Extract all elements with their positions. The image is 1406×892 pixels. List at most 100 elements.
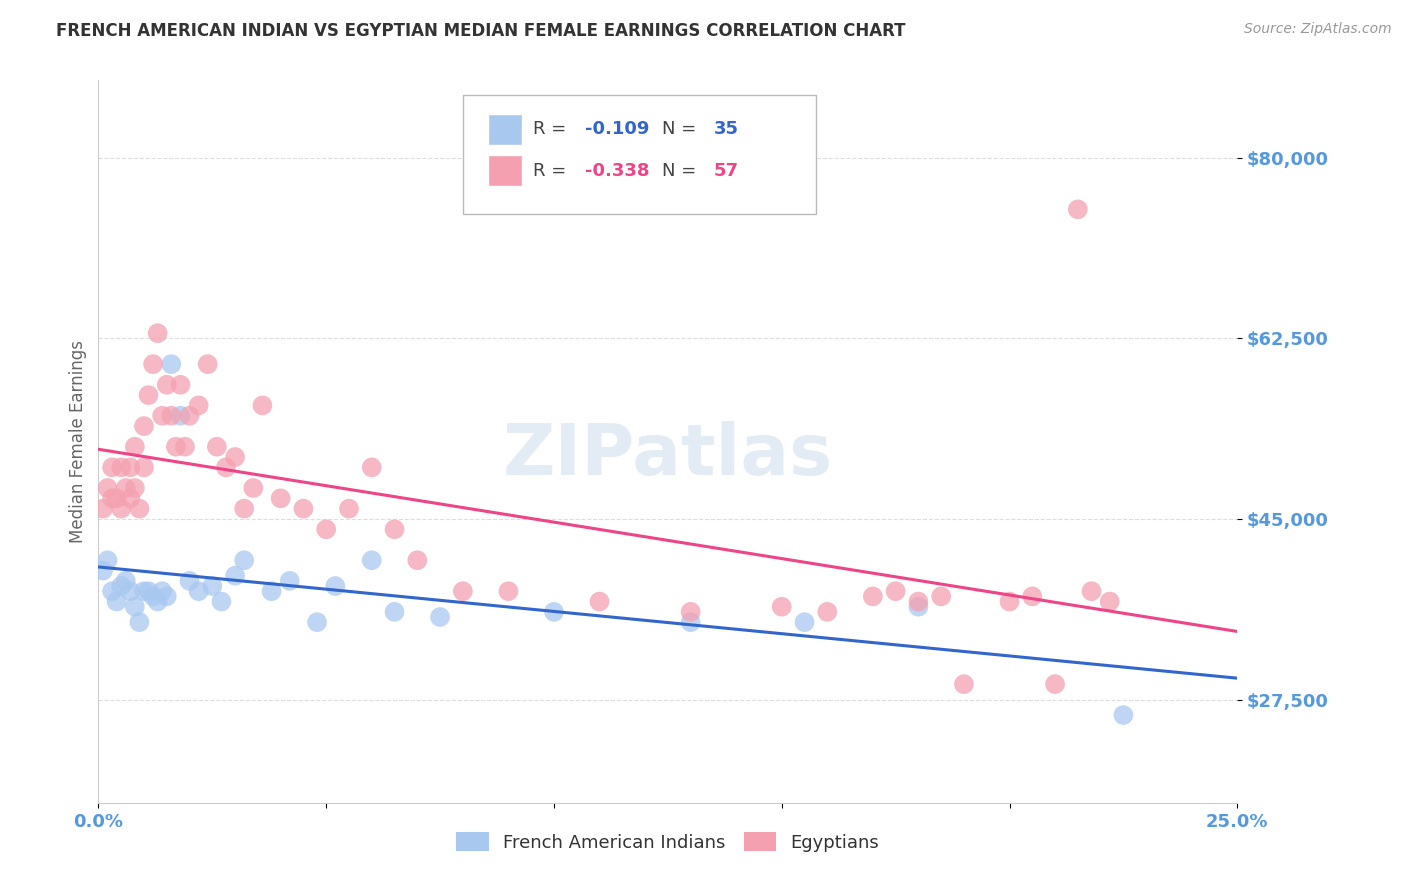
Point (96, 553, 118, 567)
Point (315, 522, 337, 536)
Point (543, 605, 565, 619)
Point (101, 584, 124, 599)
Point (224, 568, 246, 582)
Point (105, 594, 128, 608)
Point (187, 398, 209, 412)
Point (406, 553, 429, 567)
Point (101, 460, 124, 475)
Text: ZIPatlas: ZIPatlas (503, 422, 832, 491)
Point (197, 357, 219, 371)
Point (96, 481, 118, 495)
Point (862, 590, 884, 604)
Point (169, 377, 191, 392)
Point (91, 501, 114, 516)
Point (128, 615, 150, 630)
Point (679, 615, 702, 630)
Point (179, 574, 201, 588)
Point (110, 501, 132, 516)
Point (132, 460, 155, 475)
Point (884, 584, 907, 599)
Text: FRENCH AMERICAN INDIAN VS EGYPTIAN MEDIAN FEMALE EARNINGS CORRELATION CHART: FRENCH AMERICAN INDIAN VS EGYPTIAN MEDIA… (56, 22, 905, 40)
Point (770, 599, 793, 614)
Point (815, 605, 838, 619)
Point (146, 594, 169, 608)
Point (260, 584, 283, 599)
Point (233, 501, 256, 516)
Point (270, 491, 292, 506)
Text: 35: 35 (713, 120, 738, 138)
Text: Source: ZipAtlas.com: Source: ZipAtlas.com (1244, 22, 1392, 37)
Point (124, 481, 146, 495)
FancyBboxPatch shape (488, 113, 522, 145)
Text: R =: R = (533, 120, 572, 138)
Point (138, 584, 160, 599)
Y-axis label: Median Female Earnings: Median Female Earnings (69, 340, 87, 543)
Point (169, 409, 191, 423)
Point (242, 481, 264, 495)
Point (120, 491, 142, 506)
Point (323, 579, 346, 593)
Point (156, 590, 179, 604)
FancyBboxPatch shape (488, 154, 522, 186)
Point (160, 357, 183, 371)
Point (337, 501, 360, 516)
Point (451, 584, 474, 599)
Text: -0.338: -0.338 (585, 161, 650, 179)
Point (429, 610, 451, 624)
Point (142, 357, 165, 371)
Point (588, 594, 610, 608)
Point (174, 440, 197, 454)
Point (292, 501, 315, 516)
Point (907, 599, 929, 614)
Point (384, 605, 406, 619)
Text: R =: R = (533, 161, 572, 179)
Point (384, 522, 406, 536)
Point (114, 481, 136, 495)
Point (1043, 677, 1066, 691)
Point (187, 584, 209, 599)
Text: N =: N = (662, 120, 702, 138)
Point (360, 460, 382, 475)
Point (160, 409, 183, 423)
Point (205, 440, 228, 454)
Point (128, 501, 150, 516)
Point (156, 377, 179, 392)
Point (233, 553, 256, 567)
Point (1080, 584, 1102, 599)
Point (114, 574, 136, 588)
Point (498, 584, 520, 599)
Point (201, 579, 224, 593)
Point (120, 460, 142, 475)
Point (150, 584, 173, 599)
Legend: French American Indians, Egyptians: French American Indians, Egyptians (449, 825, 887, 859)
Point (209, 594, 232, 608)
Point (124, 440, 146, 454)
Text: 57: 57 (713, 161, 738, 179)
Point (179, 409, 201, 423)
Point (224, 450, 246, 464)
Point (138, 388, 160, 402)
Point (252, 398, 274, 412)
Point (165, 440, 187, 454)
Point (1112, 708, 1135, 723)
Point (1021, 590, 1043, 604)
Point (146, 326, 169, 341)
Point (124, 599, 146, 614)
Point (793, 615, 815, 630)
Point (91, 564, 114, 578)
Point (215, 460, 238, 475)
Point (132, 584, 155, 599)
Point (278, 574, 301, 588)
Point (132, 419, 155, 434)
Point (360, 553, 382, 567)
Point (120, 584, 142, 599)
Point (998, 594, 1021, 608)
Point (679, 605, 702, 619)
Point (110, 460, 132, 475)
Text: -0.109: -0.109 (585, 120, 650, 138)
Point (307, 615, 329, 630)
Point (1098, 594, 1121, 608)
Point (907, 594, 929, 608)
Point (150, 409, 173, 423)
Point (1067, 202, 1090, 217)
